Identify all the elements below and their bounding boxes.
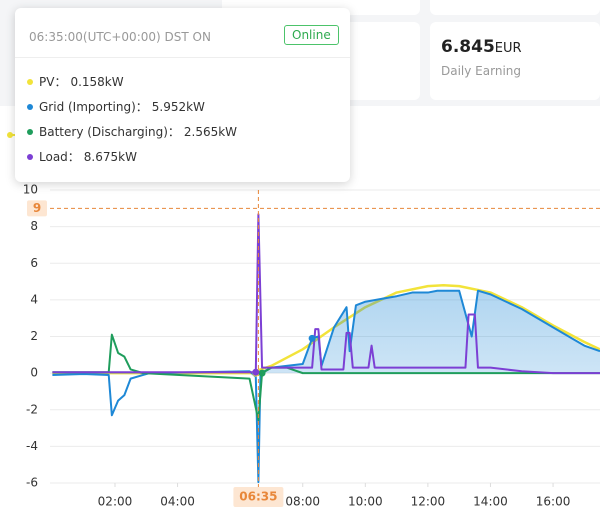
y-tick-label: -4 — [26, 439, 38, 453]
status-badge: Online — [284, 25, 339, 45]
earning-unit: EUR — [494, 41, 522, 56]
x-tick-label: 12:00 — [411, 495, 446, 509]
hover-point — [252, 368, 260, 376]
y-tick-label: 6 — [30, 256, 38, 270]
tooltip-item: PV： 0.158kW — [27, 73, 124, 90]
tooltip-value: 2.565kW — [183, 124, 238, 139]
tooltip-label: Battery (Discharging)： — [39, 125, 180, 139]
earning-value: 6.845EUR — [441, 37, 522, 57]
x-tick-label: 02:00 — [98, 495, 133, 509]
series-area — [52, 290, 600, 374]
divider — [15, 57, 350, 58]
y-tick-label: 2 — [30, 329, 38, 343]
tooltip-value: 0.158kW — [70, 74, 124, 89]
tooltip-label: Load： — [39, 150, 80, 164]
y-tick-label: 10 — [23, 183, 38, 197]
hover-point — [308, 334, 316, 342]
y-tick-label: -2 — [26, 402, 38, 416]
tooltip-label: Grid (Importing)： — [39, 100, 148, 114]
crosshair-label-bg — [233, 487, 284, 507]
x-tick-label: 04:00 — [160, 495, 195, 509]
earning-card: 6.845EUR Daily Earning — [430, 22, 600, 100]
x-tick-label: 16:00 — [536, 495, 571, 509]
crosshair-y-label: 9 — [33, 201, 41, 215]
tooltip-dot — [27, 103, 33, 110]
earning-label: Daily Earning — [441, 64, 521, 78]
y-tick-label: 4 — [30, 292, 38, 306]
x-tick-label: 10:00 — [348, 495, 383, 509]
tooltip-item: Grid (Importing)： 5.952kW — [27, 98, 205, 115]
crosshair-x-label: 06:35 — [239, 490, 277, 504]
series-line — [52, 213, 600, 375]
tooltip-label: PV： — [39, 75, 67, 89]
hover-point — [258, 369, 266, 377]
tooltip-dot — [27, 153, 33, 160]
x-tick-label: 14:00 — [473, 495, 508, 509]
tooltip-value: 8.675kW — [83, 149, 137, 164]
y-tick-label: -6 — [26, 476, 38, 490]
tooltip-time: 06:35:00(UTC+00:00) DST ON — [29, 30, 211, 44]
tooltip-dot — [27, 78, 33, 85]
tooltip-item: Load： 8.675kW — [27, 148, 137, 165]
tooltip-dot — [27, 128, 33, 135]
x-tick-label: 08:00 — [285, 495, 320, 509]
tooltip-item: Battery (Discharging)： 2.565kW — [27, 123, 237, 140]
earning-number: 6.845 — [441, 37, 495, 57]
y-tick-label: 8 — [30, 219, 38, 233]
tooltip-value: 5.952kW — [151, 99, 205, 114]
crosshair-label-bg — [27, 200, 47, 217]
card — [430, 0, 600, 15]
legend-fragment — [7, 132, 13, 138]
y-tick-label: 0 — [30, 366, 38, 380]
tooltip: 06:35:00(UTC+00:00) DST ON Online PV： 0.1… — [15, 8, 350, 182]
